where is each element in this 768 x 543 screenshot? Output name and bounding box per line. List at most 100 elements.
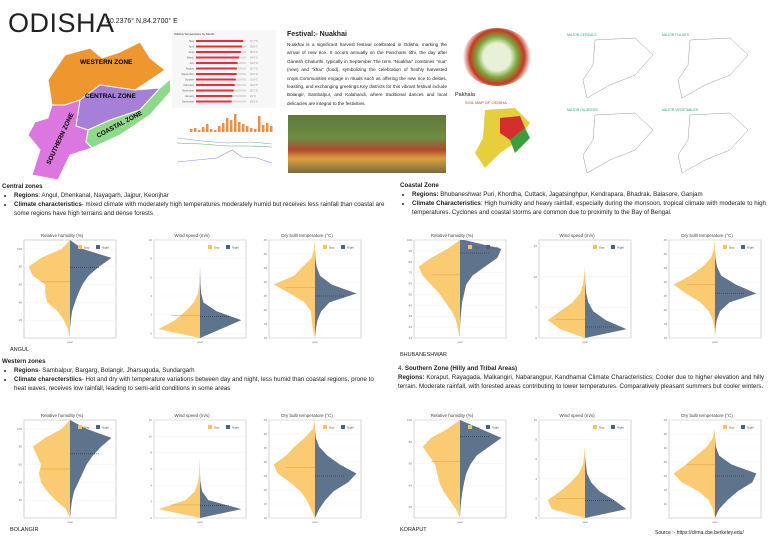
tick-label: May (189, 39, 195, 43)
southern-zone-section: 4. Southern Zone (Hilly and Tribal Areas… (398, 365, 764, 390)
legend-night: Night (492, 426, 499, 430)
chart-title: Wind speed (m/s) (559, 233, 595, 238)
tick-label: 2 (535, 496, 537, 500)
soil-map-title: SOIL MAP OF ODISHA (465, 100, 507, 105)
legend-night-swatch (226, 425, 230, 429)
x-label: year (312, 520, 318, 524)
bar (196, 84, 235, 86)
x-label: year (582, 520, 588, 524)
bar (262, 125, 265, 132)
legend-day: Day (599, 426, 605, 430)
tick-label: 15 (664, 488, 668, 492)
tick-label: 10 (534, 275, 538, 279)
bar (190, 129, 193, 132)
source-citation: Source :- https://clima.cbe.berkeley.edu… (655, 530, 744, 536)
label-western: WESTERN ZONE (80, 59, 133, 66)
x-label: year (67, 520, 73, 524)
bar (242, 124, 245, 132)
tick-label: 20 (19, 318, 23, 322)
tick-label: 100 (17, 427, 22, 431)
tick-label: 25 (264, 294, 268, 298)
tick-label: 40 (19, 480, 23, 484)
legend-day: Day (84, 246, 90, 250)
tick-label: July (189, 61, 194, 65)
bar (198, 130, 201, 132)
zone-map: WESTERN ZONE CENTRAL ZONE COASTAL ZONE S… (27, 41, 170, 180)
legend-night: Night (747, 426, 754, 430)
tick-label: 40 (664, 252, 668, 256)
tick-label: 60 (409, 282, 413, 286)
legend-night: Night (102, 246, 109, 250)
tick-label: 0 (150, 331, 152, 335)
legend-night: Night (347, 246, 354, 250)
legend-day: Day (729, 246, 735, 250)
legend-night-swatch (611, 245, 615, 249)
coastal-zone-section: Coastal Zone Regions: Bhubaneshwar Puri,… (400, 181, 766, 217)
tick-label: 10 (149, 434, 153, 438)
legend-night: Night (617, 426, 624, 430)
legend-day-swatch (593, 425, 597, 429)
legend-night: Night (347, 426, 354, 430)
violin-day (158, 240, 200, 338)
bar (230, 120, 233, 132)
x-label: year (67, 340, 73, 344)
violin-chart: Relative humidity (%) 20 40 60 80 100 Day Night… (407, 413, 507, 524)
bar (196, 95, 233, 97)
tick-label: 4 (535, 477, 537, 481)
bar (196, 40, 244, 42)
series-line (176, 149, 273, 164)
tick-label: 45 (264, 238, 268, 242)
tick-label: 30 (664, 446, 668, 450)
tick-label: 10 (409, 336, 413, 340)
bar (196, 73, 237, 75)
label-central: CENTRAL ZONE (85, 93, 136, 100)
violin-chart: Relative humidity (%) 20 40 60 80 100 Day Night… (17, 413, 117, 524)
bar (226, 118, 229, 132)
tick-label: 0 (535, 516, 537, 520)
station-label: BOLANGIR (10, 527, 39, 533)
chart-title: Relative humidity (%) (41, 413, 84, 418)
tick-label: 30 (264, 460, 268, 464)
tick-label: 0 (535, 336, 537, 340)
legend-day-swatch (468, 425, 472, 429)
violin-day (28, 240, 71, 338)
chart-title: Odisha Temperature by Month (174, 32, 215, 36)
crop-map-title: MAJOR VEGETABLES (662, 108, 699, 112)
violin-chart: Dry bulb temperature (°C) 10 15 20 25 30 35 40 4… (264, 233, 362, 344)
data-label: 32.7 °C (250, 68, 258, 71)
legend-day-swatch (723, 245, 727, 249)
festival-text: Nuakhai is a significant harvest festiva… (287, 42, 447, 106)
bar (222, 123, 225, 132)
festival-heading: Festival:- Nuakhai (287, 31, 347, 38)
tick-label: December (182, 100, 194, 104)
legend-night: Night (102, 426, 109, 430)
tick-label: 20 (409, 325, 413, 329)
tick-label: 60 (19, 283, 23, 287)
station-label: BHUBANESHWAR (400, 352, 447, 358)
tick-label: 40 (264, 432, 268, 436)
bar (246, 126, 249, 132)
tick-label: August (186, 67, 194, 71)
data-label: 30.2 °C (250, 90, 258, 93)
legend-night: Night (232, 246, 239, 250)
chart-title: Wind speed (m/s) (174, 413, 210, 418)
tick-label: 80 (19, 445, 23, 449)
tick-label: 10 (664, 502, 668, 506)
violin-night (715, 240, 757, 338)
violin-night (315, 420, 357, 518)
data-label: 36.8 °C (250, 46, 258, 49)
legend-night-swatch (96, 245, 100, 249)
tick-label: 100 (407, 238, 412, 242)
violin-night (70, 420, 112, 518)
weather-timeseries-chart (176, 114, 273, 164)
violin-night (315, 240, 357, 338)
legend-night: Night (492, 246, 499, 250)
zone-southern (27, 99, 93, 180)
tick-label: 20 (409, 505, 413, 509)
tick-label: 100 (17, 247, 22, 251)
crop-map-title: MAJOR CEREALS (567, 33, 597, 37)
tick-label: 20 (664, 474, 668, 478)
food-label: Pakhala (455, 92, 475, 98)
chart-title: Dry bulb temperature (°C) (281, 413, 333, 418)
legend-night-swatch (611, 425, 615, 429)
